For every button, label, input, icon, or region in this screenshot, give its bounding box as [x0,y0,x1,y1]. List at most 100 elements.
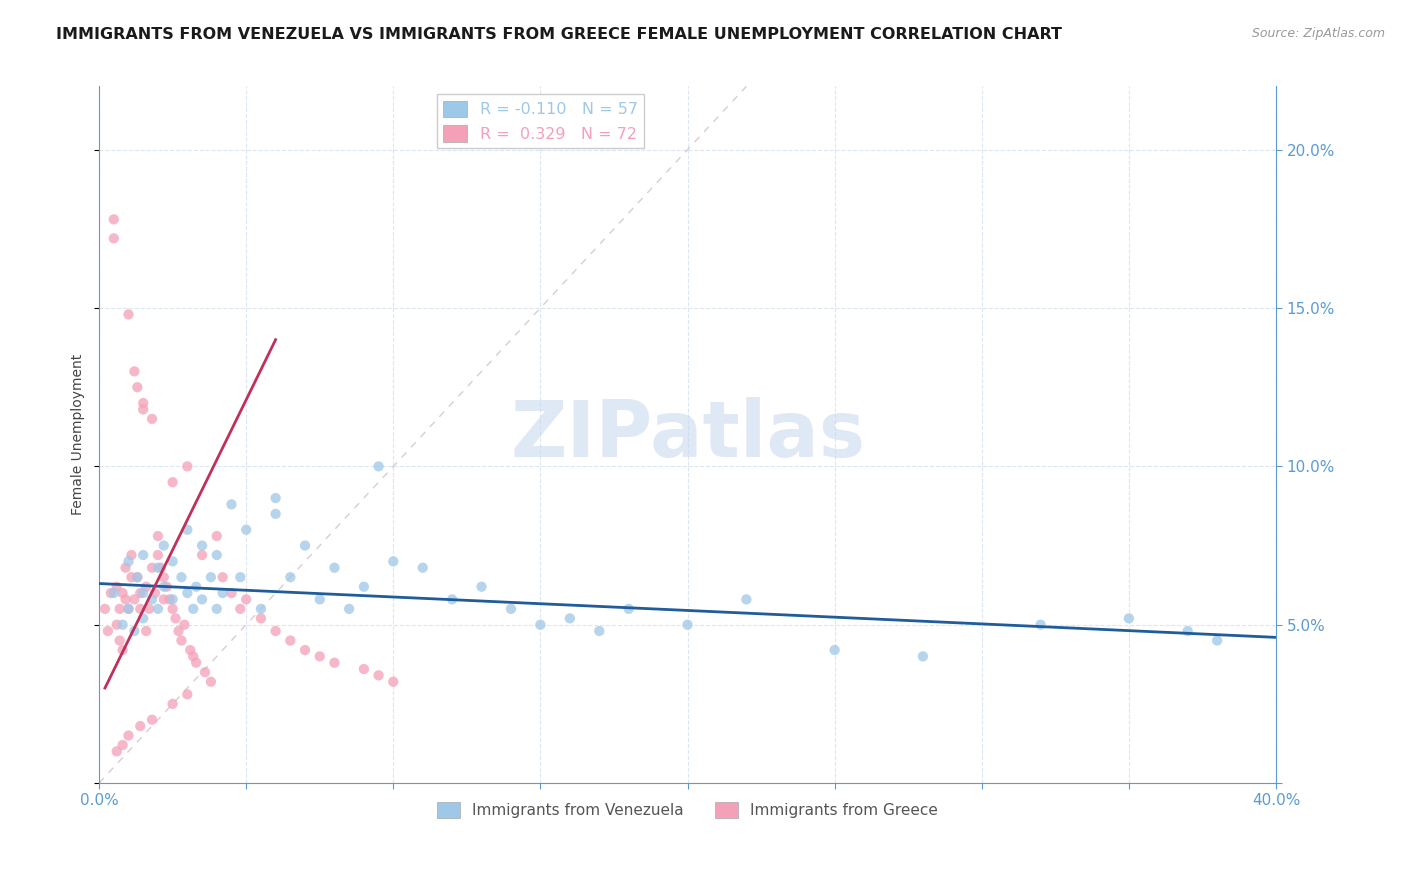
Point [103,212,125,227]
Point [235,592,257,607]
Point [117,602,139,616]
Point [205,548,228,562]
Point [124,624,146,638]
Point [176,586,198,600]
Point [441,592,464,607]
Point [127,570,149,584]
Point [105,744,128,758]
Point [205,529,228,543]
Text: IMMIGRANTS FROM VENEZUELA VS IMMIGRANTS FROM GREECE FEMALE UNEMPLOYMENT CORRELAT: IMMIGRANTS FROM VENEZUELA VS IMMIGRANTS … [56,27,1063,42]
Point [558,611,581,625]
Text: ZIPatlas: ZIPatlas [510,397,865,473]
Point [111,617,134,632]
Point [221,586,243,600]
Point [194,665,217,680]
Point [1118,611,1140,625]
Point [529,617,551,632]
Point [141,592,163,607]
Point [117,554,139,568]
Point [617,602,640,616]
Point [294,643,316,657]
Point [146,560,169,574]
Point [173,617,195,632]
Point [159,592,181,607]
Point [111,643,134,657]
Point [337,602,360,616]
Point [103,231,125,245]
Point [146,529,169,543]
Point [176,523,198,537]
Point [229,570,252,584]
Point [735,592,758,607]
Point [146,548,169,562]
Point [108,633,131,648]
Point [176,459,198,474]
Point [264,491,287,505]
Point [120,548,142,562]
Point [132,402,155,417]
Point [135,580,157,594]
Point [221,497,243,511]
Point [135,624,157,638]
Point [127,380,149,394]
Point [186,656,208,670]
Point [353,662,375,676]
Point [824,643,846,657]
Point [153,539,176,553]
Point [211,570,233,584]
Point [153,580,176,594]
Point [1177,624,1199,638]
Point [200,674,222,689]
Legend: Immigrants from Venezuela, Immigrants from Greece: Immigrants from Venezuela, Immigrants fr… [432,796,943,824]
Point [111,586,134,600]
Point [167,624,190,638]
Point [162,475,184,490]
Point [176,687,198,701]
Point [181,602,204,616]
Point [200,570,222,584]
Point [181,649,204,664]
Point [264,624,287,638]
Point [294,539,316,553]
Point [264,507,287,521]
Point [1206,633,1229,648]
Point [278,633,301,648]
Point [191,539,214,553]
Point [143,586,166,600]
Point [114,560,136,574]
Point [382,554,405,568]
Point [111,738,134,752]
Point [382,674,405,689]
Point [103,586,125,600]
Point [105,580,128,594]
Point [97,624,120,638]
Point [165,611,187,625]
Point [117,307,139,321]
Point [911,649,934,664]
Point [129,586,152,600]
Point [205,602,228,616]
Point [138,602,160,616]
Point [124,592,146,607]
Point [120,570,142,584]
Point [250,602,273,616]
Point [308,649,330,664]
Point [588,624,610,638]
Point [235,523,257,537]
Point [367,668,389,682]
Point [94,602,117,616]
Point [191,592,214,607]
Point [153,592,176,607]
Point [170,633,193,648]
Point [367,459,389,474]
Point [162,697,184,711]
Point [676,617,699,632]
Point [108,602,131,616]
Point [1029,617,1052,632]
Point [105,617,128,632]
Point [124,364,146,378]
Y-axis label: Female Unemployment: Female Unemployment [72,354,86,516]
Point [149,560,172,574]
Text: Source: ZipAtlas.com: Source: ZipAtlas.com [1251,27,1385,40]
Point [127,570,149,584]
